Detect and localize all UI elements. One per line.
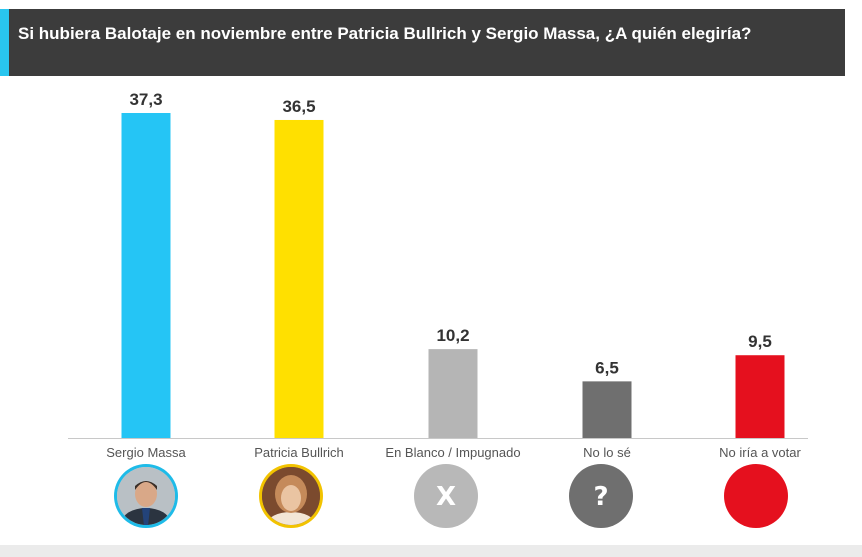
question-icon: ?: [569, 464, 633, 528]
patricia-bullrich-photo: [259, 464, 323, 528]
value-label-2: 10,2: [436, 326, 469, 345]
bar-3: [582, 381, 632, 438]
title-accent-bar: [0, 9, 9, 76]
sergio-massa-photo: [114, 464, 178, 528]
footer-band: [0, 545, 862, 557]
bar-2: [428, 349, 478, 438]
category-label-2: En Blanco / Impugnado: [385, 445, 520, 460]
category-label-3: No lo sé: [583, 445, 631, 460]
question-icon-glyph: ?: [593, 482, 608, 512]
bar-1: [274, 119, 324, 438]
value-label-0: 37,3: [129, 90, 162, 109]
x-icon-glyph: X: [436, 482, 456, 512]
chart-title: Si hubiera Balotaje en noviembre entre P…: [18, 24, 752, 43]
bar-4: [735, 355, 785, 438]
title-bar: [0, 9, 845, 76]
category-label-0: Sergio Massa: [106, 445, 186, 460]
category-label-4: No iría a votar: [719, 445, 801, 460]
bar-0: [121, 113, 171, 438]
value-label-1: 36,5: [282, 97, 315, 116]
x-icon: X: [414, 464, 478, 528]
value-label-4: 9,5: [748, 332, 772, 351]
value-label-3: 6,5: [595, 358, 619, 377]
category-label-1: Patricia Bullrich: [254, 445, 344, 460]
red-circle-icon: [724, 464, 788, 528]
